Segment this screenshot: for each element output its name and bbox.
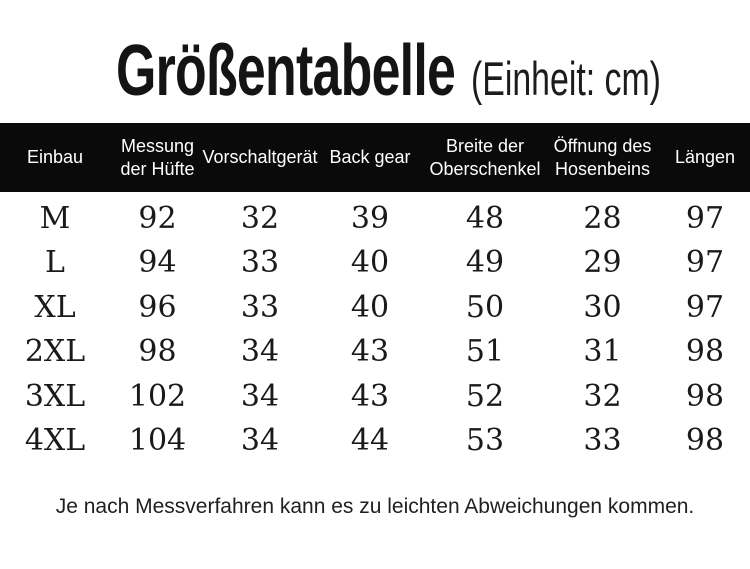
column-header-breite-der-oberschenkel: Breite der Oberschenkel bbox=[425, 123, 545, 192]
column-header-label: Vorschaltgerät bbox=[202, 147, 318, 167]
column-header-vorschaltgeraet: Vorschaltgerät bbox=[202, 123, 318, 192]
column-header-laengen: Längen bbox=[660, 123, 750, 192]
value-cell-vorschaltgeraet: 34 bbox=[240, 334, 280, 370]
value-cell-vorschaltgeraet: 33 bbox=[240, 245, 280, 281]
title-unit-text: (Einheit: cm) bbox=[470, 52, 661, 105]
table-row-4xl: 4XL 104 34 44 53 33 98 bbox=[0, 419, 750, 464]
value-cell-thigh-width: 50 bbox=[465, 289, 505, 325]
column-header-label: Breite der Oberschenkel bbox=[429, 135, 541, 179]
value-cell-length: 98 bbox=[685, 378, 725, 414]
value-cell-length: 98 bbox=[685, 423, 725, 459]
table-row-2xl: 2XL 98 34 43 51 31 98 bbox=[0, 330, 750, 375]
value-cell-hip: 102 bbox=[128, 378, 187, 414]
column-header-label: Einbau bbox=[26, 147, 84, 167]
value-cell-hip: 96 bbox=[138, 289, 177, 325]
value-cell-leg-opening: 32 bbox=[583, 378, 622, 414]
size-cell: L bbox=[45, 245, 65, 281]
value-cell-back-gear: 40 bbox=[350, 289, 390, 325]
column-header-messung-der-huefte: Messung der Hüfte bbox=[110, 123, 205, 192]
page-title: Größentabelle (Einheit: cm) bbox=[116, 35, 661, 107]
table-body: M 92 32 39 48 28 97 L 94 33 40 49 29 97 … bbox=[0, 196, 750, 463]
column-header-label: Öffnung des Hosenbeins bbox=[553, 135, 652, 179]
size-cell: 2XL bbox=[24, 334, 86, 370]
title-text: Größentabelle bbox=[115, 31, 456, 111]
table-row-3xl: 3XL 102 34 43 52 32 98 bbox=[0, 374, 750, 419]
value-cell-hip: 94 bbox=[138, 245, 177, 281]
value-cell-leg-opening: 33 bbox=[583, 423, 622, 459]
table-header-row: Einbau Messung der Hüfte Vorschaltgerät … bbox=[0, 123, 750, 192]
value-cell-leg-opening: 29 bbox=[583, 245, 622, 281]
value-cell-thigh-width: 53 bbox=[465, 423, 505, 459]
value-cell-back-gear: 43 bbox=[350, 378, 390, 414]
table-row-l: L 94 33 40 49 29 97 bbox=[0, 241, 750, 286]
table-row-xl: XL 96 33 40 50 30 97 bbox=[0, 285, 750, 330]
value-cell-leg-opening: 30 bbox=[583, 289, 622, 325]
value-cell-hip: 104 bbox=[128, 423, 187, 459]
value-cell-thigh-width: 52 bbox=[465, 378, 505, 414]
value-cell-vorschaltgeraet: 34 bbox=[240, 378, 280, 414]
value-cell-thigh-width: 49 bbox=[465, 245, 505, 281]
value-cell-leg-opening: 31 bbox=[583, 334, 622, 370]
value-cell-hip: 92 bbox=[138, 200, 177, 236]
value-cell-vorschaltgeraet: 33 bbox=[240, 289, 280, 325]
value-cell-thigh-width: 48 bbox=[465, 200, 505, 236]
value-cell-back-gear: 44 bbox=[350, 423, 390, 459]
size-cell: M bbox=[39, 200, 71, 236]
table-row-m: M 92 32 39 48 28 97 bbox=[0, 196, 750, 241]
value-cell-length: 98 bbox=[685, 334, 725, 370]
column-header-oeffnung-des-hosenbeins: Öffnung des Hosenbeins bbox=[545, 123, 660, 192]
value-cell-leg-opening: 28 bbox=[583, 200, 622, 236]
value-cell-back-gear: 40 bbox=[350, 245, 390, 281]
size-cell: 4XL bbox=[24, 423, 86, 459]
value-cell-length: 97 bbox=[685, 289, 725, 325]
size-cell: XL bbox=[34, 289, 76, 325]
value-cell-back-gear: 43 bbox=[350, 334, 390, 370]
value-cell-back-gear: 39 bbox=[350, 200, 390, 236]
value-cell-length: 97 bbox=[685, 245, 725, 281]
size-cell: 3XL bbox=[24, 378, 86, 414]
column-header-einbau: Einbau bbox=[0, 123, 110, 192]
value-cell-length: 97 bbox=[685, 200, 725, 236]
column-header-label: Längen bbox=[674, 147, 736, 167]
value-cell-vorschaltgeraet: 32 bbox=[240, 200, 280, 236]
title-area: Größentabelle (Einheit: cm) bbox=[0, 0, 750, 123]
value-cell-thigh-width: 51 bbox=[465, 334, 505, 370]
measurement-disclaimer-note: Je nach Messverfahren kann es zu leichte… bbox=[55, 495, 695, 518]
column-header-back-gear: Back gear bbox=[315, 123, 425, 192]
column-header-label: Back gear bbox=[329, 147, 411, 167]
value-cell-hip: 98 bbox=[138, 334, 177, 370]
column-header-label: Messung der Hüfte bbox=[120, 135, 195, 179]
value-cell-vorschaltgeraet: 34 bbox=[240, 423, 280, 459]
